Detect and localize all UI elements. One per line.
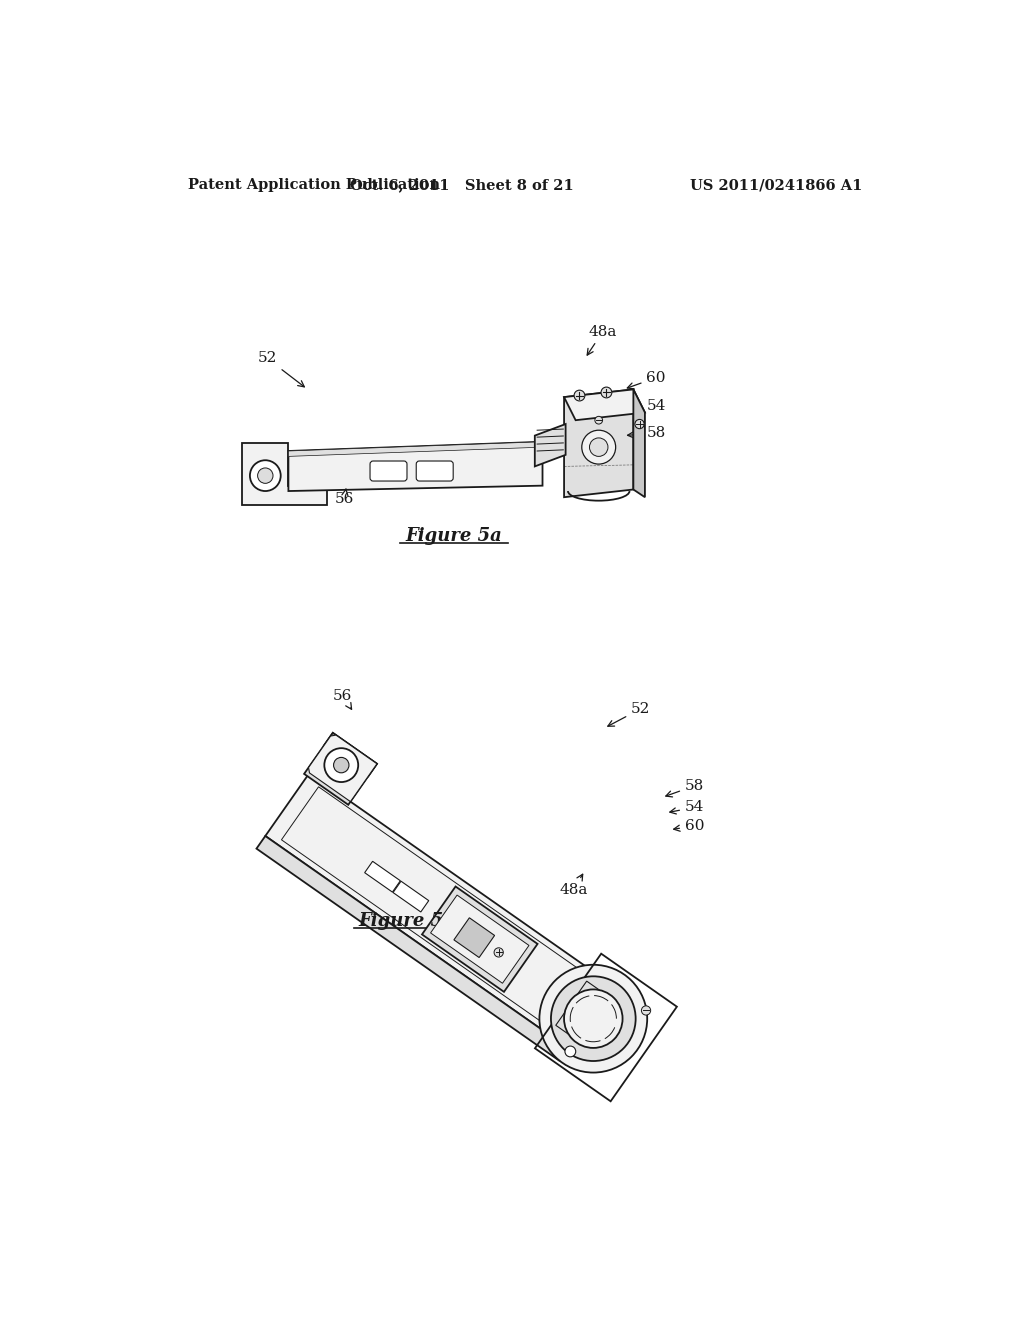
Text: Patent Application Publication: Patent Application Publication <box>188 178 440 193</box>
Text: 52: 52 <box>608 702 650 726</box>
Polygon shape <box>634 389 645 498</box>
Text: 52: 52 <box>258 351 304 387</box>
Text: 60: 60 <box>628 371 666 389</box>
Text: Figure 5a: Figure 5a <box>406 527 503 545</box>
Circle shape <box>325 748 358 781</box>
Text: 48a: 48a <box>587 325 617 355</box>
Text: 56: 56 <box>335 490 354 507</box>
Circle shape <box>551 977 636 1061</box>
Circle shape <box>582 430 615 465</box>
Text: 58: 58 <box>628 426 666 440</box>
Polygon shape <box>324 733 377 776</box>
Circle shape <box>595 416 602 424</box>
Polygon shape <box>535 424 565 466</box>
Circle shape <box>564 990 623 1048</box>
Polygon shape <box>454 917 495 957</box>
Text: Figure 5b: Figure 5b <box>358 912 457 929</box>
Circle shape <box>641 1006 650 1015</box>
Text: 56: 56 <box>333 689 352 709</box>
Polygon shape <box>393 882 429 912</box>
Text: Oct. 6, 2011   Sheet 8 of 21: Oct. 6, 2011 Sheet 8 of 21 <box>350 178 573 193</box>
FancyBboxPatch shape <box>416 461 454 480</box>
Polygon shape <box>289 442 543 457</box>
Circle shape <box>250 461 281 491</box>
Polygon shape <box>564 389 645 420</box>
Polygon shape <box>243 444 327 506</box>
Circle shape <box>334 758 349 772</box>
Polygon shape <box>556 981 599 1034</box>
Text: 48a: 48a <box>559 874 588 896</box>
Circle shape <box>540 965 647 1073</box>
Text: 54: 54 <box>670 800 705 814</box>
Text: US 2011/0241866 A1: US 2011/0241866 A1 <box>690 178 862 193</box>
Text: 58: 58 <box>666 779 705 797</box>
Circle shape <box>601 387 611 397</box>
Text: 60: 60 <box>674 818 705 833</box>
Circle shape <box>574 391 585 401</box>
Circle shape <box>565 1045 575 1057</box>
Polygon shape <box>422 887 538 991</box>
Polygon shape <box>265 774 612 1048</box>
Circle shape <box>635 420 644 429</box>
Polygon shape <box>430 895 529 983</box>
Circle shape <box>590 438 608 457</box>
Polygon shape <box>289 442 543 491</box>
Polygon shape <box>256 836 568 1060</box>
Polygon shape <box>365 862 400 892</box>
Circle shape <box>494 948 504 957</box>
Polygon shape <box>304 733 377 805</box>
Polygon shape <box>308 735 377 801</box>
FancyBboxPatch shape <box>370 461 407 480</box>
Polygon shape <box>564 389 634 498</box>
Text: 54: 54 <box>631 399 666 413</box>
Circle shape <box>258 469 273 483</box>
